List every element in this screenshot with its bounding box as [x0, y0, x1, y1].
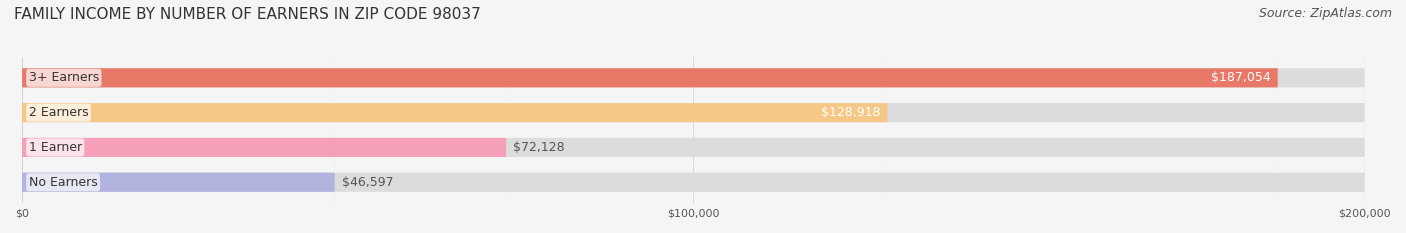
- Text: 2 Earners: 2 Earners: [28, 106, 89, 119]
- FancyBboxPatch shape: [22, 0, 1365, 233]
- FancyBboxPatch shape: [22, 0, 506, 233]
- FancyBboxPatch shape: [22, 0, 887, 233]
- FancyBboxPatch shape: [22, 0, 1365, 233]
- Text: 1 Earner: 1 Earner: [28, 141, 82, 154]
- FancyBboxPatch shape: [22, 0, 335, 233]
- Text: $128,918: $128,918: [821, 106, 880, 119]
- FancyBboxPatch shape: [22, 0, 1365, 233]
- Text: No Earners: No Earners: [28, 176, 97, 189]
- FancyBboxPatch shape: [22, 0, 1365, 233]
- Text: $46,597: $46,597: [342, 176, 394, 189]
- Text: 3+ Earners: 3+ Earners: [28, 71, 98, 84]
- Text: $187,054: $187,054: [1212, 71, 1271, 84]
- Text: FAMILY INCOME BY NUMBER OF EARNERS IN ZIP CODE 98037: FAMILY INCOME BY NUMBER OF EARNERS IN ZI…: [14, 7, 481, 22]
- Text: $72,128: $72,128: [513, 141, 565, 154]
- FancyBboxPatch shape: [22, 0, 1278, 233]
- Text: Source: ZipAtlas.com: Source: ZipAtlas.com: [1258, 7, 1392, 20]
